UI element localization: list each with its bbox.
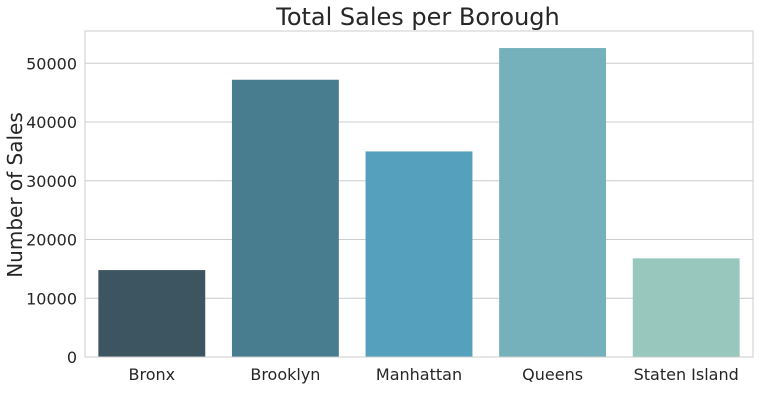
bar-brooklyn: [231, 79, 339, 358]
bars: [98, 48, 740, 358]
bar-manhattan: [365, 151, 473, 357]
x-tick-label: Queens: [522, 365, 583, 384]
y-tick-label: 50000: [26, 54, 77, 73]
plot-frame: [84, 30, 754, 358]
y-tick-label: 30000: [26, 172, 77, 191]
bar-queens: [499, 48, 607, 357]
x-tick-label: Bronx: [128, 365, 175, 384]
x-tick-label: Staten Island: [634, 365, 739, 384]
bar-staten-island: [632, 258, 740, 357]
y-tick-label: 20000: [26, 231, 77, 250]
y-tick-labels: 0 10000 20000 30000 40000 50000: [26, 54, 77, 367]
chart-title: Total Sales per Borough: [275, 3, 560, 31]
y-axis-title: Number of Sales: [3, 112, 27, 278]
y-tick-label: 10000: [26, 289, 77, 308]
x-tick-label: Brooklyn: [250, 365, 320, 384]
x-tick-label: Manhattan: [376, 365, 462, 384]
y-tick-label: 40000: [26, 113, 77, 132]
y-tick-label: 0: [67, 348, 77, 367]
bar-bronx: [98, 270, 206, 357]
x-tick-labels: Bronx Brooklyn Manhattan Queens Staten Islan…: [128, 365, 738, 384]
